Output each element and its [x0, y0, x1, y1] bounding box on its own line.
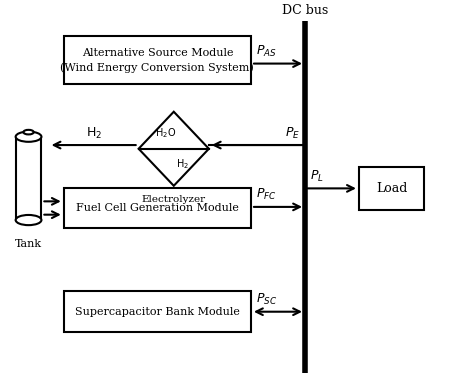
Text: Alternative Source Module: Alternative Source Module — [82, 48, 233, 58]
Text: Fuel Cell Generation Module: Fuel Cell Generation Module — [76, 203, 239, 213]
Text: $P_{SC}$: $P_{SC}$ — [256, 292, 277, 307]
Text: Supercapacitor Bank Module: Supercapacitor Bank Module — [75, 307, 240, 317]
Ellipse shape — [16, 132, 41, 142]
Bar — [16, 137, 41, 220]
Bar — [64, 36, 251, 84]
Text: Tank: Tank — [15, 239, 42, 249]
Text: $\mathrm{H_2}$: $\mathrm{H_2}$ — [86, 126, 102, 141]
Text: $\mathrm{H_2}$: $\mathrm{H_2}$ — [176, 157, 189, 171]
Text: $P_L$: $P_L$ — [310, 169, 323, 184]
Text: $\mathrm{H_2O}$: $\mathrm{H_2O}$ — [155, 126, 176, 140]
Text: $P_{AS}$: $P_{AS}$ — [256, 44, 276, 59]
Text: DC bus: DC bus — [282, 4, 328, 17]
Text: $P_E$: $P_E$ — [285, 126, 300, 141]
Polygon shape — [138, 112, 209, 186]
Ellipse shape — [23, 130, 34, 134]
Ellipse shape — [16, 215, 41, 225]
Text: Electrolyzer: Electrolyzer — [142, 195, 206, 204]
Text: (Wind Energy Conversion System): (Wind Energy Conversion System) — [61, 62, 254, 72]
Bar — [359, 167, 424, 210]
Bar — [64, 291, 251, 332]
Text: Load: Load — [376, 182, 407, 195]
Text: $P_{FC}$: $P_{FC}$ — [256, 187, 276, 203]
Bar — [64, 188, 251, 228]
